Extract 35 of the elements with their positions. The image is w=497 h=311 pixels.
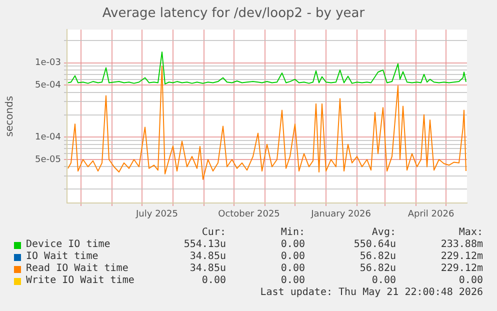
y-tick-label: 5e-05 [35,154,61,165]
y-tick-label: 5e-04 [35,80,62,91]
text: Min: [280,227,305,239]
x-tick-label: October 2025 [218,210,280,220]
text: 233.88m [440,239,483,251]
x-tick-label: July 2025 [135,210,178,220]
text: 0.00 [280,239,305,251]
text: 34.85u [190,263,226,275]
legend-label: Device IO time [26,239,110,251]
y-tick-label: 1e-04 [35,132,62,142]
text: 0.00 [280,251,305,263]
text: Last update: Thu May 21 22:00:48 2026 [260,287,483,299]
legend-label: Write IO Wait time [26,275,134,287]
text: Max: [458,227,483,239]
legend-label: Read IO Wait time [26,263,128,275]
text: 0.00 [280,275,305,287]
y-tick-label: 1e-03 [35,58,61,68]
legend-label: IO Wait time [26,251,98,263]
text: 56.82u [360,251,396,263]
chart-title: Average latency for /dev/loop2 - by year [102,6,366,22]
text: 0.00 [280,263,305,275]
y-axis-title: seconds [4,96,16,137]
text: Cur: [202,227,226,239]
text: 229.12m [440,251,483,263]
text: 56.82u [360,263,396,275]
text: 34.85u [190,251,226,263]
text: 0.00 [372,275,396,287]
x-tick-label: April 2026 [408,210,454,220]
text: 0.00 [458,275,483,287]
text: Avg: [372,227,396,239]
text: 0.00 [202,275,226,287]
text: 550.64u [354,239,396,251]
text: 554.13u [184,239,226,251]
x-tick-label: January 2026 [310,210,372,220]
text: 229.12m [440,263,483,275]
